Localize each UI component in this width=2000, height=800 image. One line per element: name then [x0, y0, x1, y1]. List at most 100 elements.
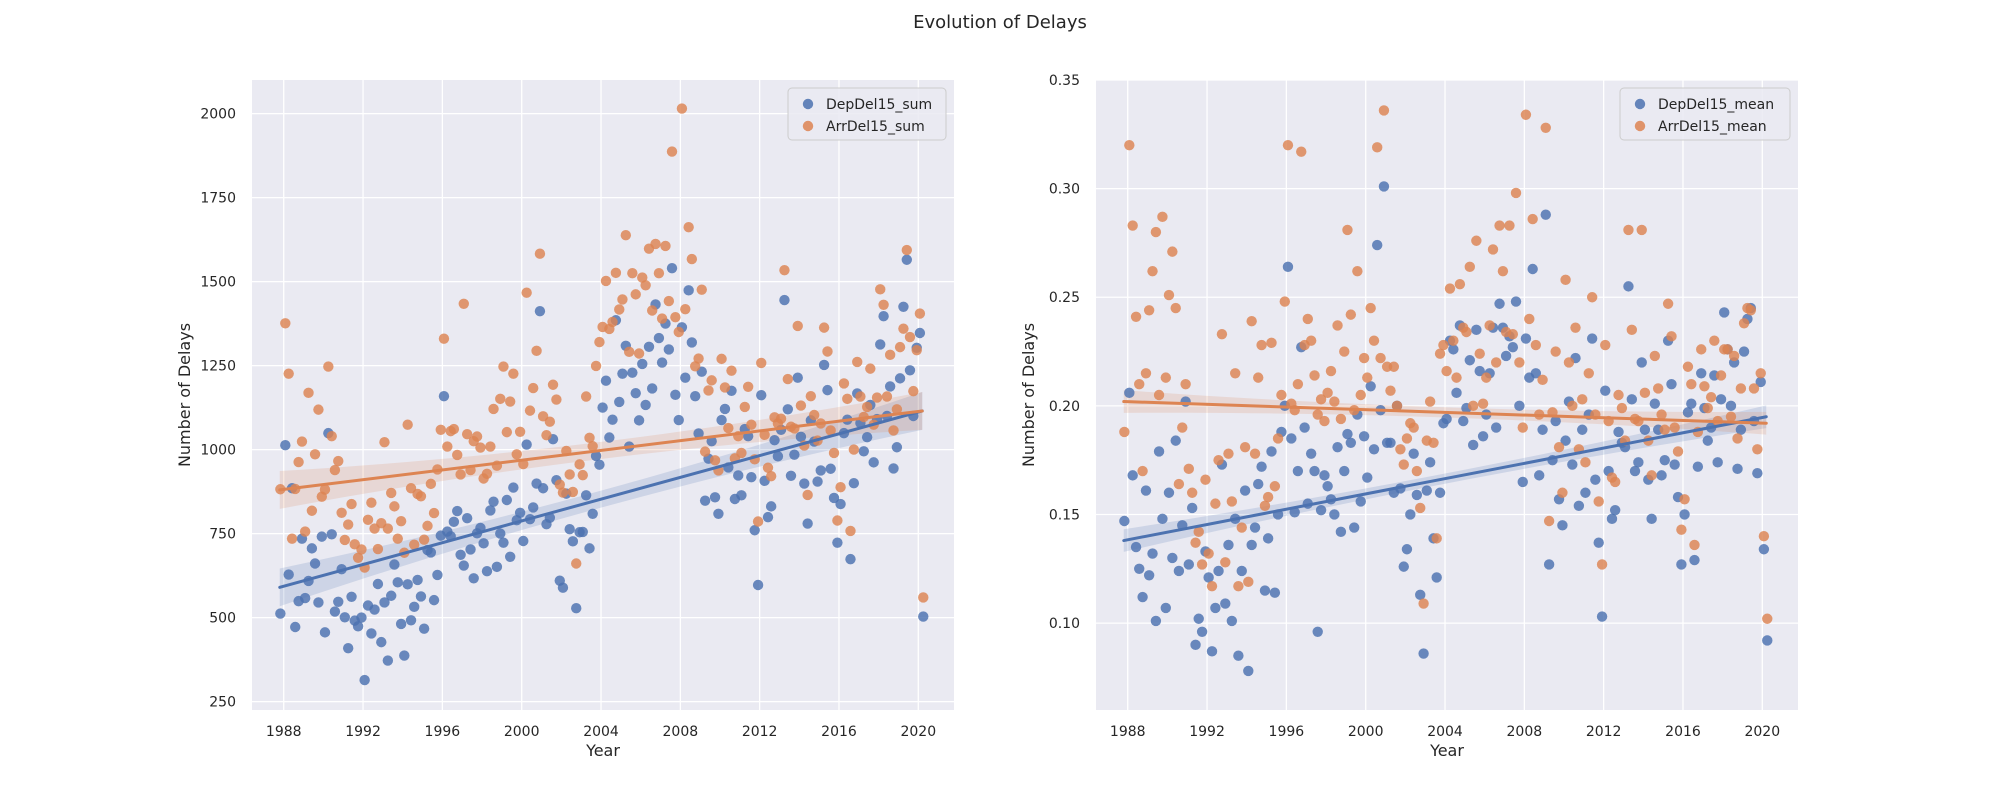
data-point [1507, 342, 1519, 353]
data-point [409, 539, 420, 550]
data-point [409, 601, 420, 613]
data-point [382, 523, 394, 534]
data-point [1186, 502, 1198, 514]
data-point [1722, 344, 1733, 355]
data-point [1130, 311, 1142, 322]
y-tick-label: 0.35 [1049, 73, 1080, 89]
data-point [1213, 454, 1224, 466]
data-point [1358, 431, 1370, 442]
data-point [425, 547, 437, 558]
data-point [1596, 559, 1608, 570]
data-point [352, 621, 364, 632]
data-point [719, 403, 731, 415]
data-point [584, 432, 595, 444]
data-point [1583, 368, 1594, 379]
data-point [518, 535, 529, 547]
x-tick-label: 2008 [1507, 724, 1543, 740]
y-tick-label: 0.30 [1049, 182, 1080, 198]
data-point [911, 344, 922, 356]
data-point [346, 498, 357, 510]
data-point [1315, 394, 1327, 405]
data-point [884, 349, 896, 361]
data-point [1682, 407, 1694, 418]
x-tick-label: 1992 [345, 724, 381, 740]
data-point [1520, 333, 1532, 344]
y-tick-label: 2000 [200, 107, 236, 123]
data-point [1662, 298, 1674, 309]
data-point [1577, 394, 1588, 405]
data-point [901, 254, 913, 265]
data-point [1484, 320, 1495, 331]
data-point [1424, 396, 1436, 407]
data-point [1253, 478, 1264, 490]
data-point [1524, 313, 1535, 325]
x-tick-label: 1988 [266, 724, 302, 740]
data-point [716, 414, 727, 426]
data-point [346, 591, 357, 602]
data-point [891, 404, 903, 415]
y-tick-label: 0.15 [1049, 507, 1080, 523]
data-point [1755, 376, 1766, 388]
data-point [475, 442, 486, 453]
data-point [653, 268, 665, 279]
data-point [1494, 298, 1505, 309]
data-point [1543, 515, 1555, 527]
data-point [1520, 109, 1532, 120]
data-point [395, 515, 407, 527]
data-point [1119, 515, 1130, 527]
data-point [891, 442, 903, 453]
data-point [299, 592, 311, 604]
data-point [640, 280, 651, 291]
legend-marker [802, 98, 814, 110]
data-point [736, 447, 747, 459]
data-point [313, 404, 324, 415]
data-point [838, 378, 850, 389]
x-tick-label: 1992 [1189, 724, 1225, 740]
data-point [769, 434, 780, 446]
data-point [1593, 496, 1604, 507]
x-axis-label: Year [585, 741, 620, 760]
data-point [1352, 265, 1363, 277]
data-point [1220, 557, 1231, 568]
data-point [1411, 465, 1423, 477]
data-point [481, 566, 493, 577]
data-point [1167, 552, 1178, 564]
data-point [1454, 279, 1466, 290]
data-point [663, 344, 675, 355]
data-point [1342, 224, 1353, 236]
data-point [1629, 465, 1641, 477]
data-point [756, 357, 767, 369]
legend-label: ArrDel15_mean [1658, 119, 1767, 135]
data-point [656, 313, 668, 324]
data-point [1732, 463, 1743, 475]
data-point [1262, 491, 1274, 503]
data-point [333, 596, 344, 608]
data-point [1342, 428, 1353, 440]
data-point [356, 612, 367, 623]
data-point [1226, 615, 1238, 627]
x-tick-label: 1996 [425, 724, 461, 740]
data-point [673, 326, 684, 338]
data-point [736, 490, 747, 501]
legend-marker [1634, 98, 1646, 110]
data-point [1200, 474, 1211, 485]
data-point [438, 390, 450, 402]
data-point [1616, 402, 1628, 414]
data-point [537, 483, 549, 494]
data-point [1322, 387, 1333, 399]
data-point [828, 492, 840, 504]
data-point [1223, 539, 1234, 551]
data-point [1537, 424, 1548, 435]
data-point [1471, 324, 1482, 336]
data-point [666, 262, 678, 274]
data-point [604, 432, 615, 443]
data-point [1517, 476, 1528, 488]
data-point [898, 323, 909, 334]
data-point [1477, 431, 1489, 442]
data-point [1626, 394, 1638, 405]
data-point [342, 519, 354, 530]
data-point [1530, 368, 1542, 379]
data-point [1276, 389, 1287, 401]
data-point [1249, 522, 1261, 533]
